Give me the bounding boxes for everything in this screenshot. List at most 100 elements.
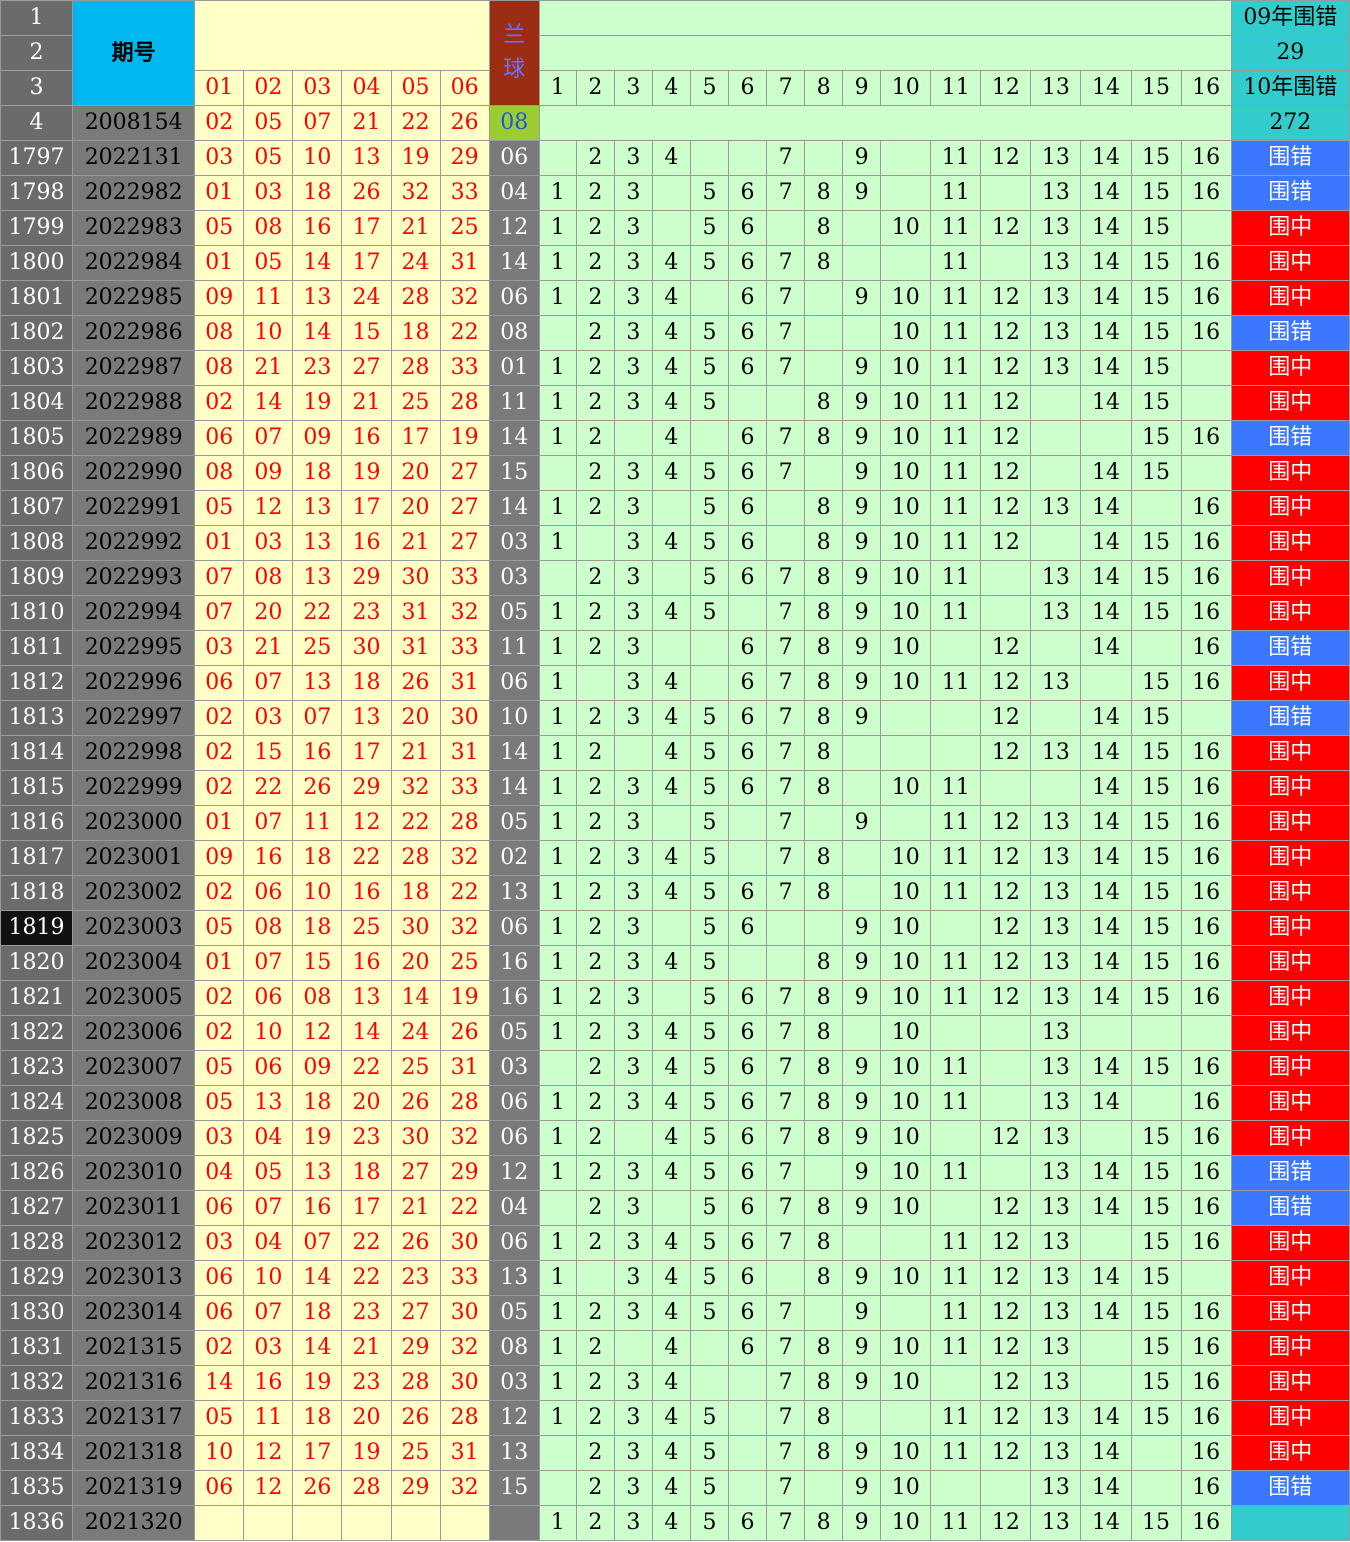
number-cell[interactable]: 4 bbox=[651, 1435, 691, 1471]
number-cell[interactable]: 6 bbox=[727, 350, 768, 386]
red-ball-cell[interactable]: 16 bbox=[292, 1190, 343, 1226]
number-cell[interactable]: 13 bbox=[1030, 1400, 1082, 1436]
number-cell[interactable]: 15 bbox=[1130, 455, 1182, 491]
number-cell[interactable]: 9 bbox=[842, 1365, 882, 1401]
number-cell[interactable]: 3 bbox=[613, 875, 653, 911]
number-cell[interactable]: 14 bbox=[1080, 945, 1132, 981]
number-cell[interactable]: 3 bbox=[613, 910, 653, 946]
period-cell[interactable]: 2021319 bbox=[72, 1470, 196, 1506]
number-cell[interactable]: 14 bbox=[1080, 210, 1132, 246]
red-ball-cell[interactable]: 32 bbox=[439, 280, 490, 316]
number-cell[interactable] bbox=[1080, 1330, 1132, 1366]
number-cell[interactable] bbox=[880, 1295, 932, 1331]
number-cell[interactable]: 4 bbox=[651, 245, 691, 281]
status-badge[interactable] bbox=[1230, 1505, 1350, 1541]
number-cell[interactable] bbox=[727, 840, 768, 876]
number-cell[interactable]: 7 bbox=[766, 595, 806, 631]
red-column-label[interactable]: 03 bbox=[292, 70, 343, 106]
period-cell[interactable]: 2022996 bbox=[72, 665, 196, 701]
number-cell[interactable] bbox=[538, 315, 577, 351]
number-cell[interactable]: 8 bbox=[804, 595, 844, 631]
red-ball-cell[interactable]: 03 bbox=[194, 1120, 245, 1156]
number-cell[interactable] bbox=[1130, 1435, 1182, 1471]
red-ball-cell[interactable]: 05 bbox=[194, 490, 245, 526]
number-cell[interactable]: 15 bbox=[1130, 1330, 1182, 1366]
number-cell[interactable]: 2 bbox=[575, 560, 615, 596]
number-cell[interactable]: 6 bbox=[727, 700, 768, 736]
red-ball-cell[interactable]: 30 bbox=[390, 1120, 441, 1156]
number-cell[interactable]: 5 bbox=[689, 350, 730, 386]
number-cell[interactable]: 12 bbox=[980, 1435, 1032, 1471]
red-ball-cell[interactable]: 29 bbox=[341, 770, 392, 806]
number-cell[interactable]: 10 bbox=[880, 770, 932, 806]
number-cell[interactable]: 11 bbox=[930, 280, 982, 316]
number-cell[interactable]: 9 bbox=[842, 595, 882, 631]
number-cell[interactable]: 6 bbox=[727, 280, 768, 316]
number-cell[interactable] bbox=[980, 175, 1032, 211]
red-ball-cell[interactable]: 32 bbox=[439, 595, 490, 631]
red-ball-cell[interactable]: 31 bbox=[439, 735, 490, 771]
number-cell[interactable]: 16 bbox=[1180, 595, 1232, 631]
number-cell[interactable]: 13 bbox=[1030, 1015, 1082, 1051]
number-cell[interactable]: 14 bbox=[1080, 735, 1132, 771]
number-cell[interactable]: 15 bbox=[1130, 560, 1182, 596]
number-column-label[interactable]: 14 bbox=[1080, 70, 1132, 106]
number-cell[interactable]: 3 bbox=[613, 1505, 653, 1541]
red-ball-cell[interactable]: 14 bbox=[390, 980, 441, 1016]
number-cell[interactable]: 2 bbox=[575, 805, 615, 841]
red-ball-cell[interactable]: 28 bbox=[390, 840, 441, 876]
red-ball-cell[interactable]: 23 bbox=[341, 1120, 392, 1156]
number-cell[interactable]: 13 bbox=[1030, 1120, 1082, 1156]
number-cell[interactable]: 16 bbox=[1180, 1400, 1232, 1436]
number-cell[interactable]: 13 bbox=[1030, 350, 1082, 386]
number-cell[interactable]: 12 bbox=[980, 1505, 1032, 1541]
blue-ball-cell[interactable]: 10 bbox=[488, 700, 540, 736]
red-ball-cell[interactable]: 26 bbox=[341, 175, 392, 211]
number-cell[interactable] bbox=[842, 245, 882, 281]
number-cell[interactable]: 1 bbox=[538, 525, 577, 561]
number-cell[interactable]: 6 bbox=[727, 630, 768, 666]
number-cell[interactable]: 10 bbox=[880, 945, 932, 981]
number-cell[interactable]: 11 bbox=[930, 1085, 982, 1121]
red-ball-cell[interactable]: 09 bbox=[292, 420, 343, 456]
number-cell[interactable]: 4 bbox=[651, 1120, 691, 1156]
red-ball-cell[interactable]: 32 bbox=[439, 1330, 490, 1366]
number-cell[interactable] bbox=[651, 1190, 691, 1226]
number-cell[interactable]: 10 bbox=[880, 560, 932, 596]
number-cell[interactable]: 12 bbox=[980, 315, 1032, 351]
number-cell[interactable]: 16 bbox=[1180, 1050, 1232, 1086]
number-cell[interactable]: 1 bbox=[538, 1400, 577, 1436]
number-cell[interactable]: 15 bbox=[1130, 350, 1182, 386]
row-number[interactable]: 1830 bbox=[0, 1295, 74, 1331]
number-cell[interactable]: 5 bbox=[689, 210, 730, 246]
red-ball-cell[interactable]: 06 bbox=[243, 875, 294, 911]
blue-ball-cell[interactable]: 05 bbox=[488, 1015, 540, 1051]
number-cell[interactable]: 7 bbox=[766, 805, 806, 841]
status-badge[interactable]: 围中 bbox=[1230, 280, 1350, 316]
number-cell[interactable]: 9 bbox=[842, 175, 882, 211]
red-ball-cell[interactable]: 08 bbox=[194, 315, 245, 351]
red-ball-cell[interactable]: 18 bbox=[292, 455, 343, 491]
red-ball-cell[interactable]: 07 bbox=[243, 805, 294, 841]
number-cell[interactable]: 11 bbox=[930, 1295, 982, 1331]
number-cell[interactable]: 11 bbox=[930, 140, 982, 176]
red-ball-cell[interactable]: 23 bbox=[390, 1260, 441, 1296]
red-ball-cell[interactable]: 25 bbox=[390, 1435, 441, 1471]
number-cell[interactable]: 15 bbox=[1130, 665, 1182, 701]
red-ball-cell[interactable]: 21 bbox=[390, 735, 441, 771]
red-ball-cell[interactable]: 14 bbox=[292, 315, 343, 351]
red-ball-cell[interactable]: 29 bbox=[439, 140, 490, 176]
number-cell[interactable]: 5 bbox=[689, 1050, 730, 1086]
red-ball-cell[interactable]: 04 bbox=[243, 1225, 294, 1261]
number-cell[interactable]: 2 bbox=[575, 1120, 615, 1156]
period-cell[interactable]: 2022982 bbox=[72, 175, 196, 211]
red-column-label[interactable]: 06 bbox=[439, 70, 490, 106]
red-ball-cell[interactable] bbox=[194, 1505, 245, 1541]
red-ball-cell[interactable]: 06 bbox=[194, 420, 245, 456]
number-cell[interactable]: 14 bbox=[1080, 910, 1132, 946]
status-badge[interactable]: 围中 bbox=[1230, 910, 1350, 946]
period-cell[interactable]: 2023009 bbox=[72, 1120, 196, 1156]
number-cell[interactable]: 2 bbox=[575, 210, 615, 246]
number-cell[interactable]: 11 bbox=[930, 560, 982, 596]
red-ball-cell[interactable]: 06 bbox=[194, 1470, 245, 1506]
